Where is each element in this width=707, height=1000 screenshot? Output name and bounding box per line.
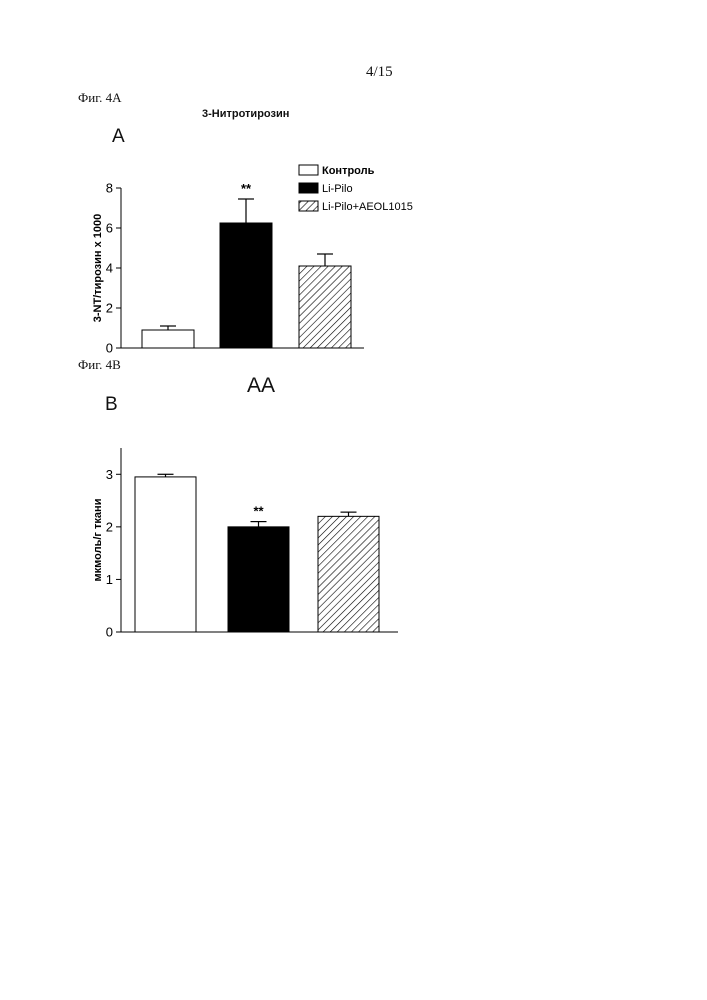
significance-label: ** xyxy=(241,181,252,196)
significance-label: ** xyxy=(253,504,264,519)
y-tick-label: 8 xyxy=(106,181,113,196)
y-tick-label: 3 xyxy=(106,467,113,482)
legend-label-2: Li-Pilo xyxy=(322,183,353,195)
y-axis-label: 3-NT/тирозин x 1000 xyxy=(92,214,104,323)
y-tick-label: 2 xyxy=(106,301,113,316)
bar-3 xyxy=(318,516,379,632)
chart-b: 0 1 2 3 мкмоль/г ткани ** xyxy=(92,448,398,640)
legend-swatch-2 xyxy=(299,183,318,193)
y-tick-label: 6 xyxy=(106,221,113,236)
y-tick-label: 1 xyxy=(106,572,113,587)
bar-3 xyxy=(299,266,351,348)
legend-swatch-3 xyxy=(299,201,318,211)
legend-label-3: Li-Pilo+AEOL1015 xyxy=(322,201,413,213)
y-axis-label: мкмоль/г ткани xyxy=(92,499,104,582)
legend-swatch-1 xyxy=(299,165,318,175)
chart-a: 0 2 4 6 8 3-NT/тирозин x 1000 ** Контроль Li-Pil… xyxy=(92,165,413,356)
bar-1 xyxy=(142,330,194,348)
bar-1 xyxy=(135,477,196,632)
bar-2 xyxy=(220,223,272,348)
y-tick-label: 2 xyxy=(106,519,113,534)
legend-label-1: Контроль xyxy=(322,165,375,177)
y-tick-label: 0 xyxy=(106,341,113,356)
bar-2 xyxy=(228,527,289,632)
y-tick-label: 4 xyxy=(106,261,113,276)
y-tick-label: 0 xyxy=(106,625,113,640)
